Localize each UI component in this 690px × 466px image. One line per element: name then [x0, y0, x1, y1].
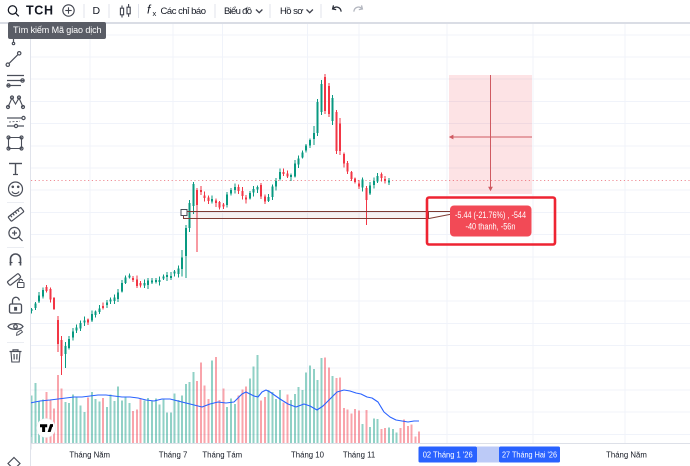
- svg-text:f: f: [147, 3, 152, 17]
- svg-text:27 Tháng Hai '26: 27 Tháng Hai '26: [502, 450, 557, 460]
- svg-text:Các chỉ báo: Các chỉ báo: [161, 6, 207, 17]
- svg-text:02 Tháng 1 '26: 02 Tháng 1 '26: [423, 450, 473, 460]
- svg-text:TCH: TCH: [26, 4, 53, 18]
- svg-text:x: x: [153, 9, 157, 18]
- svg-text:Tháng Năm: Tháng Năm: [69, 451, 110, 460]
- svg-text:D: D: [93, 5, 101, 17]
- svg-text:Tháng Tám: Tháng Tám: [202, 451, 242, 460]
- svg-text:Hồ sơ: Hồ sơ: [280, 6, 304, 17]
- svg-text:Tháng Năm: Tháng Năm: [606, 451, 647, 460]
- svg-text:Tháng 7: Tháng 7: [159, 451, 188, 460]
- svg-text:-5.44 (-21.76%) , -544: -5.44 (-21.76%) , -544: [455, 210, 526, 220]
- svg-text:-40 thanh, -56n: -40 thanh, -56n: [466, 222, 516, 232]
- svg-text:Tháng 11: Tháng 11: [343, 451, 375, 460]
- svg-text:Tháng 10: Tháng 10: [291, 451, 325, 460]
- svg-text:Biểu đồ: Biểu đồ: [224, 6, 252, 17]
